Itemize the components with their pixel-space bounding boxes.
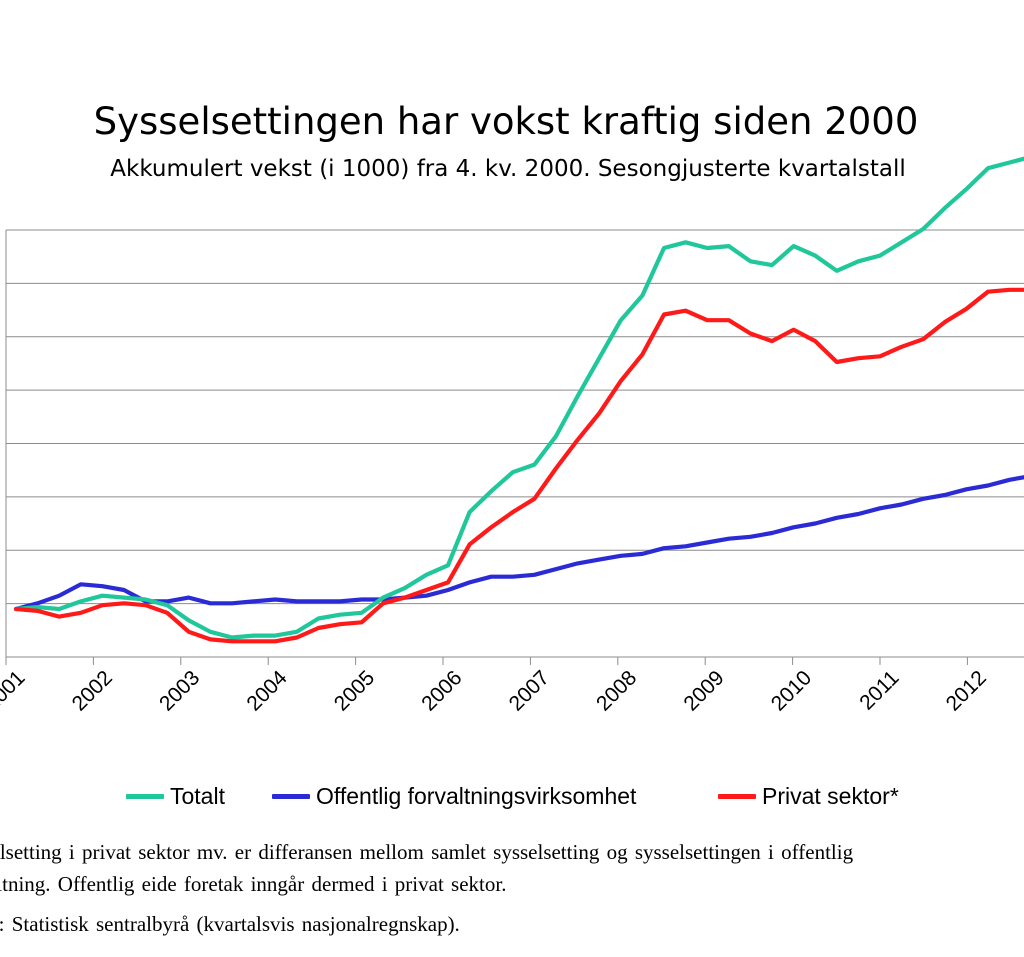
x-tick-label: 2003: [155, 666, 204, 715]
x-axis-ticks: 2001 2002 2003 2004 2005 2006 2007 2008 2009 2010…: [0, 657, 991, 716]
series-line-1: [13, 475, 1024, 612]
series-lines: [13, 156, 1024, 644]
legend-swatch-totalt: [126, 793, 164, 799]
legend-label-offentlig: Offentlig forvaltningsvirksomhet: [316, 782, 637, 809]
chart-subtitle: Akkumulert vekst (i 1000) fra 4. kv. 200…: [110, 156, 906, 182]
legend-swatch-offentlig: [272, 793, 310, 799]
legend-item-privat: Privat sektor*: [718, 780, 899, 812]
legend-swatch-privat: [718, 793, 756, 799]
x-tick-label: 2007: [505, 666, 554, 715]
gridlines: [6, 229, 1024, 658]
series-line-2: [13, 287, 1024, 644]
x-tick-label: 2009: [679, 666, 728, 715]
axes: [5, 230, 1024, 665]
x-tick-label: 2008: [592, 666, 641, 715]
x-tick-label: 2002: [68, 666, 117, 715]
x-tick-label: 2010: [767, 666, 816, 715]
x-tick-label: 2012: [942, 666, 991, 715]
footnote-line-1: Sysselsetting i privat sektor mv. er dif…: [0, 840, 854, 864]
x-tick-label: 2011: [855, 666, 903, 714]
x-tick-label: 2006: [417, 666, 466, 715]
legend-item-totalt: Totalt: [126, 780, 225, 812]
legend: Totalt Offentlig forvaltningsvirksomhet …: [0, 780, 1024, 812]
legend-item-offentlig: Offentlig forvaltningsvirksomhet: [272, 780, 636, 812]
x-tick-label: 2001: [0, 666, 30, 715]
footnote-line-2: forvaltning. Offentlig eide foretak inng…: [0, 872, 507, 896]
x-tick-label: 2004: [242, 666, 292, 716]
legend-label-privat: Privat sektor*: [762, 782, 899, 809]
chart-title: Sysselsettingen har vokst kraftig siden …: [93, 100, 919, 143]
x-tick-label: 2005: [330, 666, 379, 715]
series-line-0: [13, 156, 1024, 640]
legend-label-totalt: Totalt: [170, 782, 225, 809]
line-chart: 2001 2002 2003 2004 2005 2006 2007 2008 2009 2010…: [0, 156, 1024, 716]
source-note: Kilde: Statistisk sentralbyrå (kvartalsv…: [0, 912, 460, 936]
